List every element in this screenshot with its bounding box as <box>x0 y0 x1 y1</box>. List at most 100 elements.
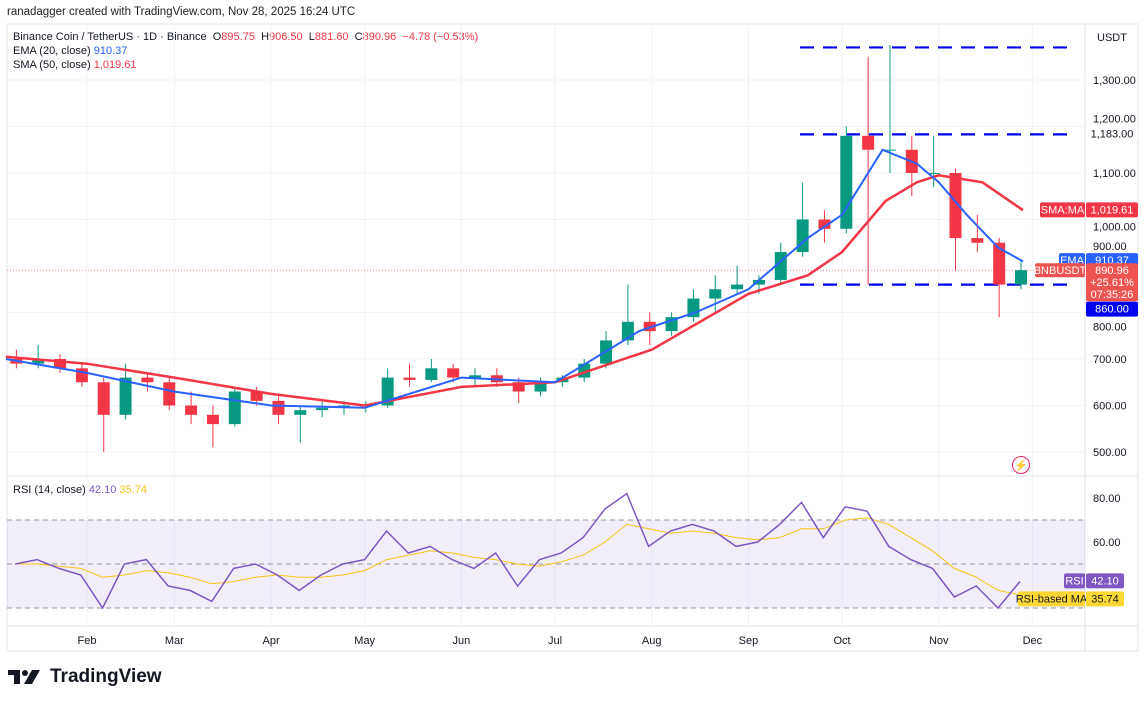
candle-body <box>905 149 918 173</box>
ema-value-badge-bg <box>1086 253 1138 269</box>
price-tick-label: 700.00 <box>1093 354 1127 366</box>
ema-value: 910.37 <box>93 45 128 57</box>
price-tick-label: 1,100.00 <box>1093 168 1136 180</box>
sma-value: 1,019.61 <box>93 59 137 71</box>
candle-body <box>97 382 110 415</box>
level-1183-badge-bg <box>1086 126 1138 142</box>
candle-body <box>1015 270 1028 285</box>
level-860-badge-bg <box>1086 301 1138 317</box>
rsi-label[interactable]: RSI (14, close) <box>13 484 86 496</box>
candle-body <box>621 321 634 341</box>
ema-value-badge: 910.37 <box>1095 255 1129 267</box>
rsi-ma-value-badge: 35.74 <box>1091 593 1119 605</box>
candle-body <box>141 377 154 383</box>
sma-line <box>5 174 1024 407</box>
last-price-badge: 890.96 <box>1095 265 1129 277</box>
candle-body <box>796 219 809 253</box>
rsi-tick-label: 80.00 <box>1093 493 1121 505</box>
tradingview-logo: TradingView <box>8 666 162 688</box>
rsi-ma-line <box>15 517 1020 596</box>
candle-body <box>752 279 765 285</box>
candle-body <box>512 382 525 392</box>
candle-body <box>425 368 438 380</box>
symbol-badge-bg <box>1035 263 1085 278</box>
sma-value-badge-bg <box>1086 202 1138 218</box>
rsi-name-badge-bg <box>1064 573 1085 589</box>
rsi-ma-name-badge-bg <box>1018 591 1085 607</box>
price-tick-label: 1,200.00 <box>1093 114 1136 126</box>
open-value: 895.75 <box>221 31 255 43</box>
candle-body <box>32 359 45 364</box>
sma-name-badge: SMA:MA <box>1041 204 1085 216</box>
candle-body <box>665 317 678 332</box>
rsi-ma-value-badge-bg <box>1086 591 1124 607</box>
candle-body <box>119 377 132 415</box>
candle-body <box>250 391 263 401</box>
sma-label[interactable]: SMA (50, close) <box>13 59 91 71</box>
candle-body <box>840 135 853 229</box>
currency-label[interactable]: USDT <box>1097 32 1127 44</box>
sma-name-badge-bg <box>1040 202 1085 218</box>
candle-body <box>556 377 569 383</box>
rsi-ma-value: 35.74 <box>119 484 147 496</box>
high-value: 906.50 <box>269 31 303 43</box>
price-tick-label: 500.00 <box>1093 447 1127 459</box>
candle-body <box>54 359 67 369</box>
time-tick-label: Mar <box>165 635 184 647</box>
sma-value-badge: 1,019.61 <box>1091 204 1134 216</box>
candle-body <box>359 405 372 407</box>
lightning-icon[interactable]: ⚡ <box>1012 456 1030 474</box>
candle-body <box>709 289 722 299</box>
candle-body <box>774 252 787 280</box>
chart-frame <box>6 23 1139 652</box>
candle-body <box>862 135 875 150</box>
candle-body <box>490 375 503 383</box>
symbol-badge: BNBUSDT <box>1034 265 1087 277</box>
ema-name-badge-bg <box>1059 253 1085 269</box>
rsi-value-badge-bg <box>1086 573 1124 589</box>
rsi-band <box>7 520 1085 608</box>
last-price-badge: 07:35:26 <box>1091 289 1134 301</box>
price-tick-label: 1,000.00 <box>1093 222 1136 234</box>
symbol-label[interactable]: Binance Coin / TetherUS · 1D · Binance <box>13 31 207 43</box>
candle-body <box>469 375 482 378</box>
time-tick-label: Feb <box>78 635 97 647</box>
last-price-badge-bg <box>1086 263 1138 302</box>
rsi-ma-name-badge: RSI-based MA <box>1016 593 1088 605</box>
price-tick-label: 800.00 <box>1093 322 1127 334</box>
candle-body <box>206 414 219 425</box>
logo-text: TradingView <box>50 666 162 687</box>
time-tick-label: Jul <box>548 635 562 647</box>
candle-body <box>337 405 350 408</box>
candle-body <box>949 173 962 239</box>
candle-body <box>381 377 394 406</box>
candle-body <box>818 219 831 229</box>
candle-body <box>447 368 460 378</box>
price-tick-label: 900.00 <box>1093 241 1127 253</box>
time-tick-label: Oct <box>833 635 850 647</box>
time-tick-label: Nov <box>929 635 949 647</box>
time-tick-label: Sep <box>739 635 759 647</box>
low-value: 881.60 <box>314 31 349 43</box>
candle-body <box>927 173 940 174</box>
chart-legend: Binance Coin / TetherUS · 1D · Binance O… <box>13 31 479 71</box>
level-1183-badge: 1,183.00 <box>1091 128 1134 140</box>
ema-line <box>5 148 1024 409</box>
ema-label[interactable]: EMA (20, close) <box>13 45 91 57</box>
candle-body <box>185 405 198 415</box>
candle-body <box>600 340 613 364</box>
candle-body <box>403 377 416 380</box>
candle-body <box>228 391 241 425</box>
candle-body <box>971 238 984 243</box>
candle-body <box>687 298 700 318</box>
credit-line: ranadagger created with TradingView.com,… <box>7 6 356 18</box>
price-tick-label: 600.00 <box>1093 401 1127 413</box>
time-tick-label: May <box>354 635 375 647</box>
tradingview-logo-icon <box>8 670 40 684</box>
candle-body <box>316 407 329 411</box>
candle-body <box>534 382 547 392</box>
change-value: −4.78 (−0.53%) <box>402 31 479 43</box>
ema-name-badge: EMA <box>1060 255 1085 267</box>
